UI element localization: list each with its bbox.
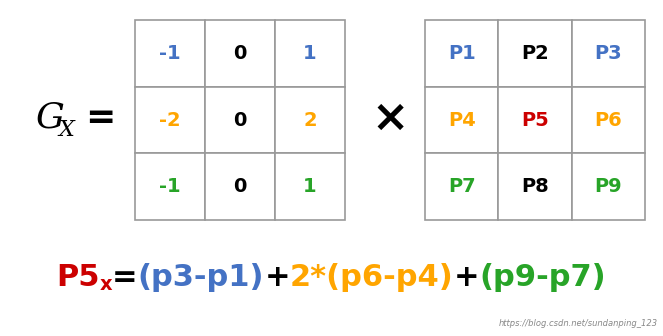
Text: (p9-p7): (p9-p7) [479, 263, 606, 293]
Text: +: + [453, 263, 479, 293]
Text: x: x [99, 276, 112, 294]
Text: 1: 1 [303, 44, 317, 63]
Text: 2*(p6-p4): 2*(p6-p4) [290, 263, 453, 293]
Bar [572, 87, 645, 153]
Bar [275, 20, 345, 87]
Text: 2: 2 [303, 111, 317, 129]
Bar [205, 87, 275, 153]
Bar [499, 87, 572, 153]
Bar [135, 153, 205, 220]
Bar [425, 153, 499, 220]
Text: 0: 0 [233, 177, 247, 196]
Text: (p3-p1): (p3-p1) [138, 263, 265, 293]
Bar [135, 20, 205, 87]
Text: P2: P2 [521, 44, 549, 63]
Text: 0: 0 [233, 44, 247, 63]
Text: =: = [85, 101, 115, 135]
Bar [499, 153, 572, 220]
Text: =: = [112, 263, 138, 293]
Bar [572, 20, 645, 87]
Text: P9: P9 [595, 177, 622, 196]
Bar [572, 153, 645, 220]
Text: X: X [58, 119, 74, 141]
Text: -1: -1 [159, 44, 181, 63]
Text: G: G [35, 101, 64, 135]
Bar [275, 153, 345, 220]
Bar [135, 87, 205, 153]
Bar [425, 20, 499, 87]
Text: 1: 1 [303, 177, 317, 196]
Text: 0: 0 [233, 111, 247, 129]
Text: -1: -1 [159, 177, 181, 196]
Bar [499, 20, 572, 87]
Text: P6: P6 [595, 111, 622, 129]
Text: https://blog.csdn.net/sundanping_123: https://blog.csdn.net/sundanping_123 [499, 319, 658, 328]
Bar [275, 87, 345, 153]
Text: P8: P8 [521, 177, 549, 196]
Bar [205, 153, 275, 220]
Bar [205, 20, 275, 87]
Text: P5: P5 [521, 111, 549, 129]
Text: P4: P4 [448, 111, 475, 129]
Text: P1: P1 [448, 44, 475, 63]
Text: P5: P5 [56, 263, 99, 293]
Text: +: + [265, 263, 290, 293]
Text: -2: -2 [159, 111, 181, 129]
Text: P7: P7 [448, 177, 475, 196]
Text: ×: × [371, 96, 408, 139]
Text: P3: P3 [595, 44, 622, 63]
Bar [425, 87, 499, 153]
